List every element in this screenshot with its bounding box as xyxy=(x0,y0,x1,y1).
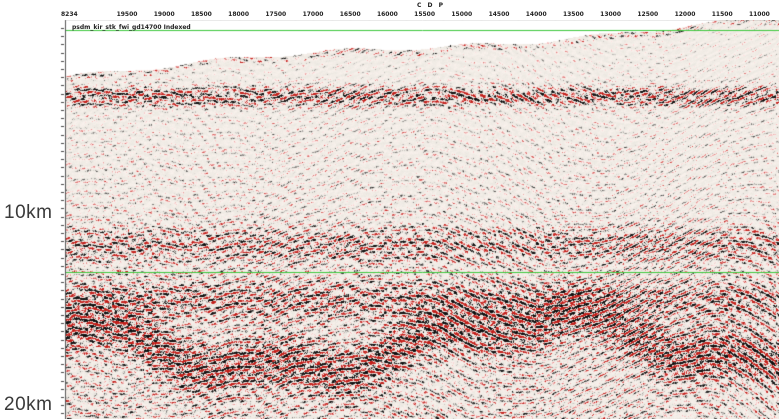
cdp-tick-label: 14500 xyxy=(488,11,510,18)
cdp-tick-label: 18500 xyxy=(190,11,212,18)
cdp-tick-label: 18000 xyxy=(228,11,250,18)
cdp-tick-label: 13000 xyxy=(600,11,622,18)
cdp-tick-label: 15500 xyxy=(414,11,436,18)
cdp-tick-label: 11000 xyxy=(748,11,770,18)
cdp-tick-label: 17500 xyxy=(265,11,287,18)
cdp-tick-label: 17000 xyxy=(302,11,324,18)
cdp-tick-label: 16000 xyxy=(376,11,398,18)
depth-label-10km: 10km xyxy=(4,202,53,223)
cdp-tick-label: 12000 xyxy=(674,11,696,18)
cdp-tick-label: 12500 xyxy=(637,11,659,18)
cdp-tick-label: 11500 xyxy=(711,11,733,18)
cdp-tick-label: 15000 xyxy=(451,11,473,18)
cdp-first-label: 8234 xyxy=(61,11,78,18)
cdp-tick-label: 19500 xyxy=(116,11,138,18)
cdp-tick-label: 16500 xyxy=(339,11,361,18)
section-name-label: psdm_kir_stk_fwi_gd14700 Indexed xyxy=(72,24,191,31)
cdp-tick-label: 19000 xyxy=(153,11,175,18)
depth-label-20km: 20km xyxy=(4,394,53,415)
cdp-tick-label: 13500 xyxy=(562,11,584,18)
cdp-axis-header xyxy=(0,0,779,20)
cdp-tick-label: 14000 xyxy=(525,11,547,18)
cdp-axis-title: C D P xyxy=(417,2,445,9)
